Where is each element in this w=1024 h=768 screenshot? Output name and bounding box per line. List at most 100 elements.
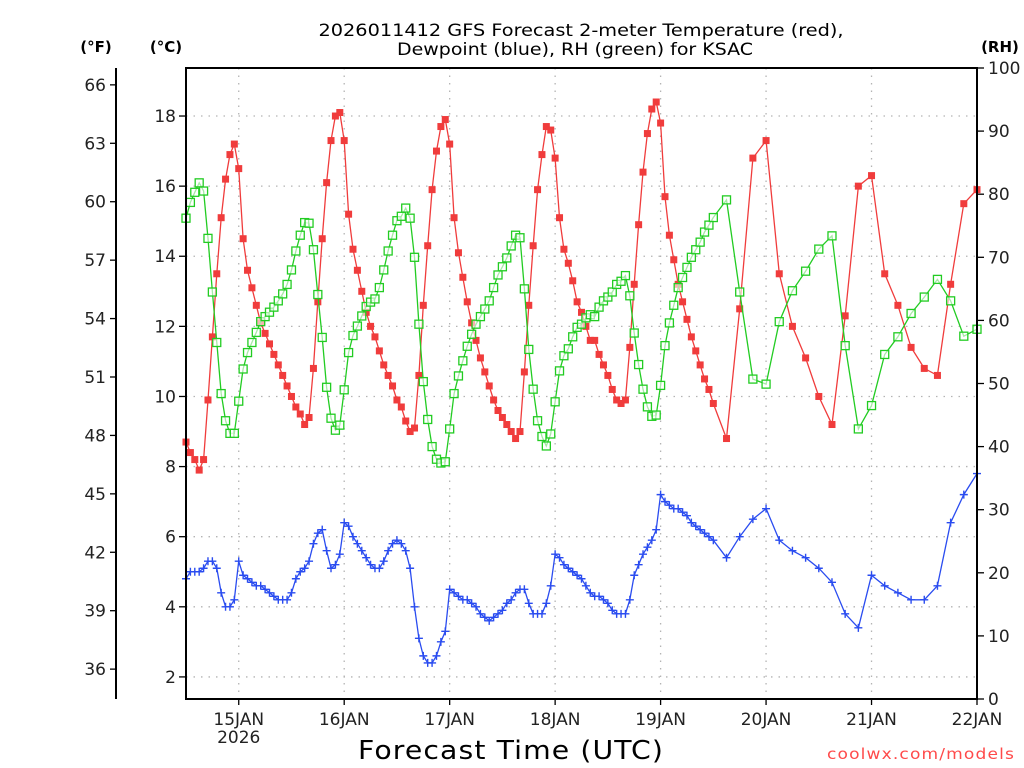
rh-point	[761, 379, 771, 389]
temperature-point	[692, 347, 700, 355]
rh-point	[502, 253, 512, 263]
temperature-point	[331, 112, 339, 120]
temperature-point	[498, 414, 506, 422]
x-tick-label: 17JAN	[424, 710, 475, 730]
dewpoint-point	[445, 585, 454, 594]
rh-tick-label: 30	[988, 501, 1010, 521]
temperature-point	[270, 350, 278, 358]
dewpoint-point	[366, 560, 375, 569]
fahrenheit-tick-label: 51	[84, 368, 106, 388]
fahrenheit-tick-label: 60	[84, 193, 106, 213]
rh-point	[278, 289, 288, 299]
dewpoint-point	[472, 602, 481, 611]
rh-point	[418, 376, 428, 387]
temperature-point	[507, 428, 515, 436]
rh-point	[423, 414, 433, 425]
x-tick-label: 19JAN	[635, 710, 686, 730]
temperature-point	[217, 214, 225, 222]
temperature-point	[652, 98, 660, 106]
rh-point	[339, 385, 349, 395]
temperature-point	[323, 179, 331, 187]
rh-point	[866, 400, 877, 411]
temperature-point	[411, 424, 419, 432]
temperature-point	[195, 466, 203, 474]
dewpoint-point	[379, 557, 388, 566]
dewpoint-point	[335, 550, 344, 559]
temperature-point	[296, 410, 304, 418]
temperature-point	[665, 231, 673, 239]
rh-point	[304, 218, 314, 228]
temperature-point	[358, 287, 366, 295]
rh-point	[321, 382, 332, 392]
dewpoint-point	[696, 525, 705, 534]
rh-point	[247, 337, 257, 348]
dewpoint-point	[704, 532, 713, 541]
dewpoint-point	[269, 592, 278, 601]
x-tick-label: 22JAN	[952, 710, 1003, 730]
rh-point	[554, 366, 565, 376]
dewpoint-point	[406, 564, 415, 573]
temperature-point	[538, 151, 546, 159]
celsius-tick-label: 18	[154, 107, 176, 127]
dewpoint-point	[234, 557, 243, 566]
temperature-point	[854, 182, 862, 190]
chart-title-line-1: 2026011412 GFS Forecast 2-meter Temperat…	[319, 21, 844, 41]
temperature-point	[287, 392, 295, 400]
rh-point	[370, 294, 380, 304]
dewpoint-point	[283, 595, 292, 604]
dewpoint-point	[700, 529, 709, 538]
rh-point	[242, 347, 253, 358]
rh-axis-label: (RH)	[981, 38, 1019, 56]
rh-point	[185, 197, 196, 208]
rh-point	[524, 344, 534, 355]
dewpoint-point	[595, 592, 604, 601]
temperature-point	[701, 375, 709, 383]
dewpoint-point	[498, 606, 507, 615]
rh-point	[642, 402, 653, 412]
rh-point	[625, 291, 635, 301]
dewpoint-point	[353, 539, 362, 548]
temperature-point	[960, 200, 968, 208]
temperature-point	[384, 371, 392, 379]
dewpoint-point	[564, 564, 573, 573]
dewpoint-point	[814, 564, 823, 573]
rh-point	[735, 287, 745, 297]
rh-point	[493, 270, 503, 280]
rh-point	[471, 319, 481, 329]
dewpoint-point	[287, 588, 296, 597]
dewpoint-point	[841, 609, 850, 618]
dewpoint-point	[568, 567, 577, 576]
temperature-point	[336, 109, 344, 117]
dewpoint-point	[682, 511, 691, 520]
temperature-point	[933, 371, 941, 379]
temperature-point	[375, 347, 383, 355]
temperature-point	[437, 123, 445, 131]
temperature-point	[520, 368, 528, 376]
dewpoint-point	[537, 609, 546, 618]
temperature-point	[393, 396, 401, 404]
temperature-point	[920, 364, 928, 372]
rh-point	[919, 292, 929, 302]
temperature-point	[564, 259, 572, 267]
celsius-tick-label: 12	[154, 317, 176, 337]
rh-tick-label: 90	[988, 122, 1010, 142]
rh-point	[326, 413, 336, 423]
dewpoint-point	[709, 536, 718, 545]
dewpoint-point	[665, 501, 674, 510]
rh-point	[787, 286, 798, 296]
temperature-point	[788, 322, 796, 330]
temperature-point	[208, 333, 216, 341]
temperature-point	[415, 371, 423, 379]
rh-point	[234, 396, 244, 406]
dewpoint-point	[603, 599, 612, 608]
temperature-point	[305, 414, 313, 422]
rh-point	[677, 272, 688, 283]
rh-tick-label: 100	[988, 59, 1020, 79]
rh-point	[387, 230, 398, 240]
temperature-point	[397, 403, 405, 411]
temperature-point	[687, 333, 695, 341]
temperature-point	[828, 421, 836, 429]
temperature-point	[301, 421, 309, 429]
temperature-point	[402, 417, 410, 425]
temperature-point	[894, 301, 902, 309]
